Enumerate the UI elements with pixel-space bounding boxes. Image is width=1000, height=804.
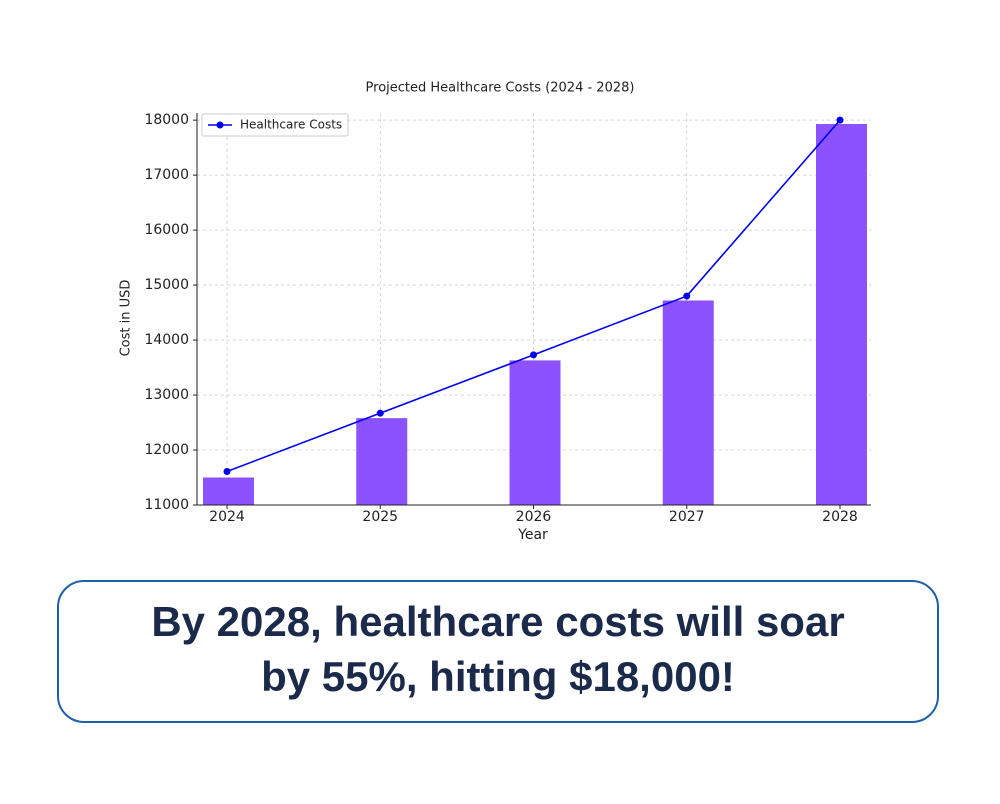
point xyxy=(376,409,384,417)
bar xyxy=(509,360,561,505)
y-tick-label: 15000 xyxy=(144,277,189,293)
x-tick-label: 2024 xyxy=(209,509,245,525)
bar xyxy=(662,300,714,505)
legend-box xyxy=(201,113,349,137)
point xyxy=(683,292,691,300)
x-tick-label: 2028 xyxy=(822,509,858,525)
bar xyxy=(816,123,867,506)
y-axis-label: Cost in USD xyxy=(119,280,134,357)
y-tick-label: 13000 xyxy=(144,387,189,403)
point xyxy=(223,467,231,475)
y-tick-label: 17000 xyxy=(144,167,189,183)
y-tick-label: 14000 xyxy=(144,332,189,348)
bar xyxy=(356,418,408,505)
x-tick-label: 2027 xyxy=(669,509,705,525)
caption-box xyxy=(57,580,939,723)
y-tick-label: 16000 xyxy=(144,222,189,238)
point xyxy=(836,116,844,124)
caption-line: by 55%, hitting $18,000! xyxy=(261,653,735,700)
bar xyxy=(203,477,254,505)
y-tick-label: 11000 xyxy=(144,497,189,513)
chart-title: Projected Healthcare Costs (2024 - 2028) xyxy=(366,81,635,96)
legend-marker xyxy=(216,121,224,129)
caption-line: By 2028, healthcare costs will soar xyxy=(151,598,844,645)
y-tick-label: 12000 xyxy=(144,442,189,458)
y-tick-label: 18000 xyxy=(144,112,189,128)
legend-label: Healthcare Costs xyxy=(240,118,342,132)
x-axis-label: Year xyxy=(517,527,548,543)
x-tick-label: 2025 xyxy=(362,509,398,525)
x-tick-label: 2026 xyxy=(516,509,552,525)
point xyxy=(530,351,537,359)
